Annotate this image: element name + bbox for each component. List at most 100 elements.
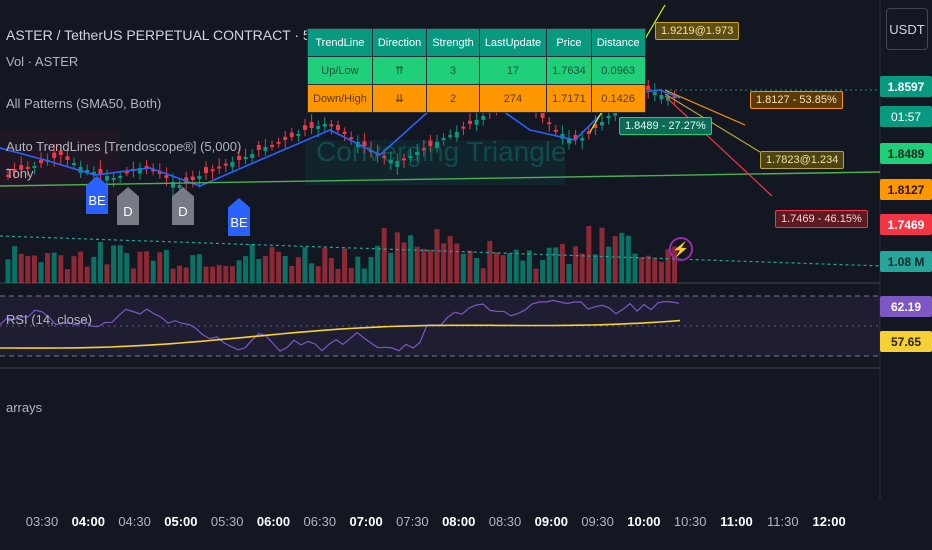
candle-body	[329, 124, 334, 127]
price-label-red: 1.7469	[880, 214, 932, 235]
rsi-ma-value-label: 57.65	[880, 331, 932, 352]
volume-bar	[533, 268, 539, 283]
arrays-pane-label[interactable]: arrays	[6, 400, 43, 415]
volume-bar	[229, 266, 235, 283]
candle-body	[580, 138, 585, 141]
currency-button[interactable]: USDT	[886, 8, 928, 50]
volume-value-label: 1.08 M	[880, 251, 932, 272]
time-axis-label: 08:00	[442, 514, 476, 529]
candle-body	[659, 95, 664, 100]
time-axis-label: 05:30	[210, 514, 244, 529]
symbol-title[interactable]: ASTER / TetherUS PERPETUAL CONTRACT · 5 …	[6, 27, 374, 43]
candle-body	[243, 157, 248, 159]
candle-body	[402, 158, 406, 161]
pattern-target-label-orange: 1.8127 - 53.85%	[750, 91, 843, 109]
candle-body	[276, 141, 281, 144]
lightning-icon[interactable]: ⚡	[669, 237, 693, 261]
candle-body	[85, 170, 90, 172]
volume-bar	[124, 253, 130, 283]
time-axis-label: 07:00	[349, 514, 383, 529]
pattern-marker-be[interactable]: BE	[228, 198, 250, 236]
indicator-label-patterns[interactable]: All Patterns (SMA50, Both)	[6, 96, 162, 111]
rsi-indicator-label[interactable]: RSI (14, close)	[6, 312, 92, 327]
volume-bar	[315, 266, 321, 283]
pattern-marker-d[interactable]: D	[117, 187, 139, 225]
table-row: Down/High ⇊ 2 274 1.7171 0.1426	[307, 84, 646, 113]
long-trendline	[0, 171, 881, 187]
pattern-marker-d[interactable]: D	[172, 187, 194, 225]
volume-bar	[553, 247, 559, 283]
indicator-label-trendlines[interactable]: Auto TrendLines [Trendoscope®] (5,000)	[6, 139, 242, 154]
candle-body	[560, 134, 565, 139]
trendline-table-header: TrendLine Direction Strength LastUpdate …	[307, 28, 646, 57]
volume-bar	[38, 262, 44, 283]
volume-bar	[427, 249, 433, 283]
volume-bar	[282, 256, 288, 283]
candle-body	[32, 166, 37, 168]
candle-body	[230, 162, 235, 167]
candle-body	[217, 166, 222, 169]
volume-bar	[639, 257, 645, 283]
candle-body	[567, 138, 571, 144]
volume-bar	[460, 253, 466, 283]
candle-body	[553, 129, 558, 132]
candle-body	[124, 171, 129, 174]
table-header-cell: TrendLine	[307, 28, 373, 57]
pattern-watermark: Converging Triangle	[316, 136, 567, 167]
candle-body	[481, 116, 486, 120]
volume-bar	[421, 248, 427, 283]
candle-body	[210, 169, 215, 172]
rsi-ma-line	[0, 319, 681, 349]
candle-body	[270, 144, 274, 147]
candle-body	[25, 166, 30, 169]
volume-bar	[203, 266, 209, 283]
volume-bar	[45, 253, 51, 283]
candle-body	[421, 148, 426, 151]
volume-bar	[210, 266, 216, 283]
volume-bar	[223, 265, 229, 283]
time-axis-label: 12:00	[812, 514, 846, 529]
rsi-line	[0, 299, 680, 352]
volume-bar	[493, 252, 499, 283]
table-cell: 1.7634	[546, 56, 592, 85]
candle-body	[289, 132, 294, 137]
candle-body	[586, 131, 591, 134]
volume-bar	[599, 227, 605, 283]
candle-body	[256, 144, 261, 150]
volume-bar	[441, 243, 447, 283]
candle-body	[540, 112, 545, 118]
pattern-marker-be[interactable]: BE	[86, 176, 108, 214]
volume-bar	[64, 268, 70, 283]
candle-body	[309, 122, 314, 128]
volume-bar	[520, 260, 526, 283]
candle-body	[157, 170, 162, 174]
indicator-label-tony[interactable]: Tony	[6, 166, 34, 181]
volume-bar	[117, 245, 123, 283]
volume-bar	[196, 254, 202, 283]
volume-indicator-label[interactable]: Vol · ASTER	[6, 54, 79, 69]
volume-bar	[256, 258, 262, 283]
volume-bar	[276, 251, 282, 283]
candle-body	[171, 182, 175, 188]
volume-bar	[137, 251, 143, 283]
projection-line-olive	[664, 93, 761, 153]
volume-bar	[177, 265, 183, 283]
candle-body	[52, 152, 57, 158]
candle-body	[283, 136, 288, 140]
volume-bar	[18, 253, 24, 283]
candle-body	[12, 168, 17, 172]
volume-bar	[322, 247, 328, 283]
time-axis-label: 03:30	[25, 514, 59, 529]
candle-body	[646, 85, 651, 90]
candle-body	[39, 159, 43, 163]
candle-body	[316, 126, 321, 129]
candle-body	[613, 110, 618, 116]
candle-body	[65, 156, 70, 160]
candle-body	[395, 161, 400, 167]
volume-bar	[289, 266, 295, 283]
table-cell: 0.1426	[590, 84, 646, 113]
volume-bar	[104, 264, 110, 283]
candle-body	[362, 141, 367, 146]
candle-body	[72, 163, 76, 166]
